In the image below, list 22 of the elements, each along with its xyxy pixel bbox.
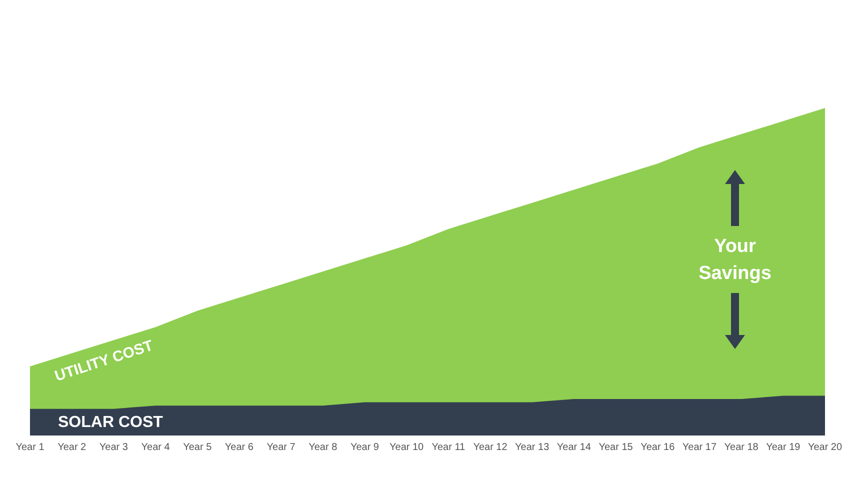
x-tick-label: Year 6 [224, 442, 254, 454]
x-tick-label: Year 12 [473, 442, 508, 454]
x-tick-label: Year 15 [598, 442, 634, 454]
x-tick-label: Year 5 [183, 442, 212, 454]
x-tick-label: Year 7 [266, 442, 296, 454]
x-tick-label: Year 19 [766, 442, 801, 454]
series-label: SOLAR COST [58, 414, 163, 432]
x-tick-label: Year 20 [808, 442, 842, 454]
x-tick-label: Year 10 [390, 442, 424, 454]
x-tick-label: Year 16 [640, 442, 676, 454]
x-tick-label: Year 17 [682, 442, 717, 454]
x-tick-label: Year 1 [16, 442, 45, 454]
x-tick-label: Year 3 [99, 442, 128, 454]
x-tick-label: Year 4 [141, 442, 170, 454]
x-tick-label: Year 9 [350, 442, 380, 454]
annotation: Your Savings [698, 235, 772, 286]
x-tick-label: Year 2 [58, 442, 87, 454]
x-tick-label: Year 14 [556, 442, 592, 454]
x-tick-label: Year 8 [308, 442, 338, 454]
x-tick-label: Year 18 [724, 442, 759, 454]
x-tick-label: Year 13 [515, 442, 550, 454]
x-tick-label: Year 11 [432, 442, 466, 454]
